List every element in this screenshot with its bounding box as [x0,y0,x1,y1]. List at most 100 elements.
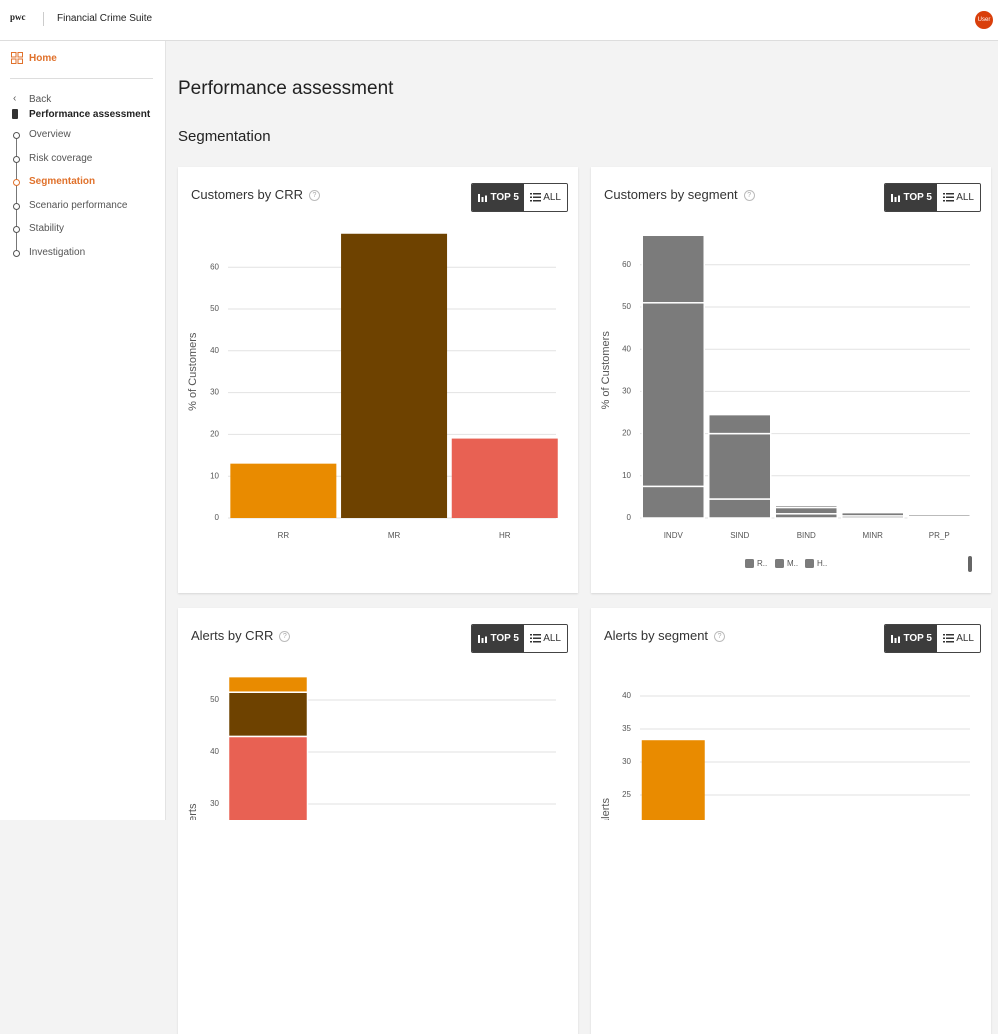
home-link[interactable]: Home [29,53,57,64]
y-tick-label: 25 [622,790,631,799]
y-tick-label: 60 [622,260,631,269]
legend-swatch [745,559,754,568]
top5-button[interactable]: TOP 5 [472,184,524,211]
card-title: Alerts by segment? [604,628,726,643]
help-icon[interactable]: ? [743,190,755,201]
bar-segment [774,504,838,509]
bar [230,463,337,518]
x-tick-label: RR [278,531,290,540]
view-toggle[interactable]: TOP 5 ALL [884,624,981,653]
step-dot [13,250,20,257]
bar-segment [708,432,772,500]
legend-swatch [775,559,784,568]
home-icon [11,52,23,64]
legend-swatch [805,559,814,568]
y-tick-label: 30 [210,799,219,808]
y-tick-label: 0 [215,513,220,522]
y-tick-label: 40 [210,346,219,355]
top5-button[interactable]: TOP 5 [472,625,524,652]
y-tick-label: 50 [210,695,219,704]
x-tick-label: PR_P [929,531,950,540]
x-tick-label: MINR [863,531,884,540]
help-icon[interactable]: ? [279,631,291,642]
top5-button[interactable]: TOP 5 [885,184,937,211]
logo[interactable]: pwc [10,12,26,22]
bar-segment [774,506,838,515]
y-axis-label: % of Customers [600,331,612,410]
step-link[interactable]: Stability [29,223,65,234]
divider [10,78,153,79]
y-tick-label: 40 [210,747,219,756]
view-toggle[interactable]: TOP 5 ALL [471,183,568,212]
y-axis-label: alerts [600,798,612,820]
list-icon [530,193,541,202]
y-tick-label: 30 [210,388,219,397]
legend-label: M.. [787,559,798,568]
bar-segment [841,510,905,514]
card-title: Customers by segment? [604,187,755,202]
sidebar: Home ‹ Back Performance assessment Overv… [0,41,166,820]
all-button[interactable]: ALL [524,184,567,211]
bar [451,438,558,518]
step-link[interactable]: Scenario performance [29,200,128,211]
divider [43,12,44,26]
help-icon[interactable]: ? [308,190,320,201]
list-icon [943,634,954,643]
step-dot [13,179,20,186]
view-toggle[interactable]: TOP 5 ALL [884,183,981,212]
y-tick-label: 50 [622,302,631,311]
step-dot [13,132,20,139]
help-icon[interactable]: ? [714,631,726,642]
header: pwc Financial Crime Suite User [0,0,998,41]
y-tick-label: 40 [622,344,631,353]
legend-label: R.. [757,559,767,568]
y-axis-label: % of Customers [187,332,199,411]
bar-segment [641,302,705,488]
y-tick-label: 60 [210,262,219,271]
bar-segment [227,735,309,820]
step-link[interactable]: Overview [29,129,71,140]
y-tick-label: 50 [210,304,219,313]
list-icon [530,634,541,643]
x-tick-label: HR [499,531,511,540]
x-tick-label: INDV [664,531,684,540]
x-tick-label: SIND [730,531,749,540]
card-title: Alerts by CRR? [191,628,291,643]
back-arrow: ‹ [13,93,17,104]
bar-segment [227,675,309,693]
step-dot [13,226,20,233]
bar-icon [891,635,900,643]
bar-segment [708,498,772,519]
x-tick-label: BIND [797,531,816,540]
charts: 0 10 20 30 40 50 60 RR MR HR % of Customers 0 10 20 30… [187,233,972,820]
section-icon [12,109,18,119]
step-dot [13,203,20,210]
step-link[interactable]: Investigation [29,247,86,258]
bar [641,740,705,820]
bar-icon [478,635,487,643]
section-subtitle: Segmentation [178,128,271,145]
card-title: Customers by CRR? [191,187,320,202]
step-dot [13,156,20,163]
page-title: Performance assessment [178,78,394,99]
section-title: Performance assessment [29,109,151,120]
bar-icon [478,194,487,202]
step-link[interactable]: Risk coverage [29,153,93,164]
x-tick-label: MR [388,531,401,540]
step-link[interactable]: Segmentation [29,176,96,187]
step-line [16,135,17,252]
y-tick-label: 10 [622,471,631,480]
bar-segment [641,485,705,519]
y-axis-label: alerts [187,803,199,820]
y-tick-label: 20 [622,429,631,438]
legend-label: H.. [817,559,827,568]
list-icon [943,193,954,202]
back-link[interactable]: Back [29,94,52,105]
y-tick-label: 0 [627,513,632,522]
view-toggle[interactable]: TOP 5 ALL [471,624,568,653]
y-tick-label: 40 [622,691,631,700]
scrollbar-thumb [968,556,972,572]
bar [341,233,448,518]
top5-button[interactable]: TOP 5 [885,625,937,652]
user-avatar[interactable]: User [975,11,993,29]
